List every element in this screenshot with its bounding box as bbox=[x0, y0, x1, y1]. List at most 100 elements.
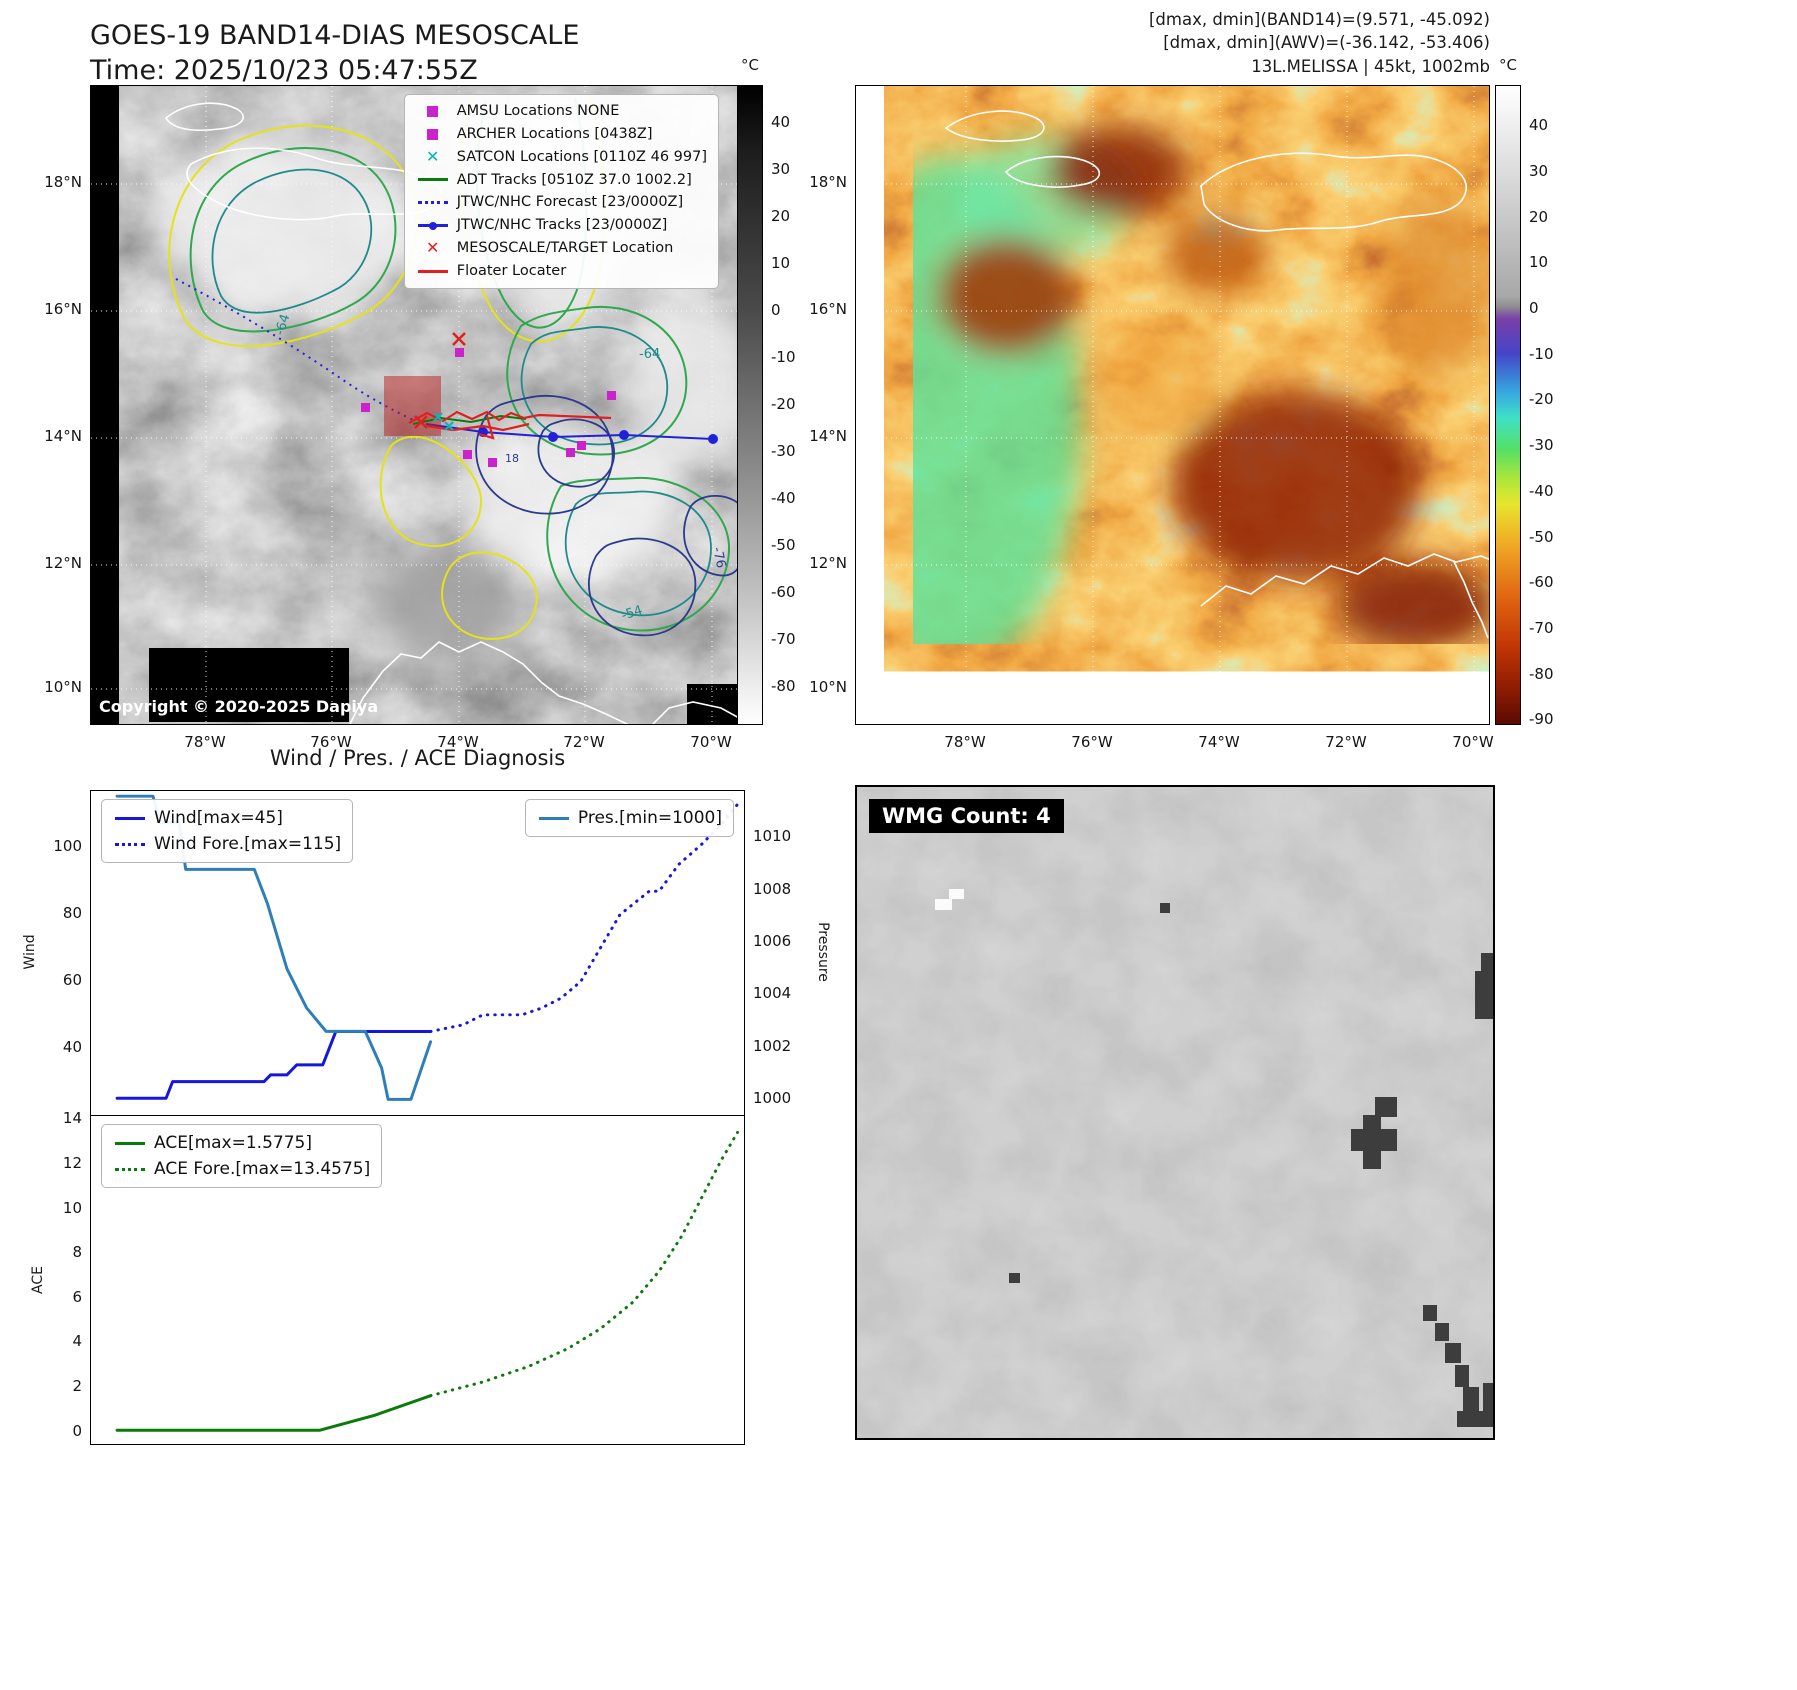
series-line bbox=[429, 1130, 740, 1398]
tick-label: 10 bbox=[62, 1198, 82, 1217]
dotted-marker bbox=[113, 1167, 147, 1171]
tick-label: 8 bbox=[72, 1243, 82, 1262]
timestamp: Time: 2025/10/23 05:47:55Z bbox=[90, 55, 478, 87]
series-line bbox=[115, 1029, 433, 1100]
chart-legend: ACE[max=1.5775] ACE Fore.[max=13.4575] bbox=[101, 1124, 383, 1189]
legend-item: Pres.[min=1000] bbox=[537, 807, 722, 829]
ace-axis-label: ACE bbox=[30, 1266, 46, 1294]
wmg-panel: WMG Count: 4 bbox=[855, 785, 1495, 1440]
tick-label: 1002 bbox=[753, 1036, 792, 1055]
storm-stats-block: [dmax, dmin](BAND14)=(9.571, -45.092) [d… bbox=[1149, 8, 1490, 78]
legend-item: Floater Locater bbox=[416, 262, 707, 281]
legend-item: ACE Fore.[max=13.4575] bbox=[113, 1158, 370, 1180]
tick-label: -80 bbox=[1529, 664, 1554, 683]
awv-map-panel bbox=[855, 85, 1490, 725]
series-line bbox=[115, 1394, 433, 1432]
legend-item: ACE[max=1.5775] bbox=[113, 1132, 370, 1154]
line-marker bbox=[113, 1141, 147, 1145]
tick-label: 0 bbox=[771, 300, 781, 319]
tick-label: 16°N bbox=[44, 300, 82, 318]
tick-label: 70°W bbox=[1452, 733, 1494, 751]
wmg-count-badge: WMG Count: 4 bbox=[869, 799, 1064, 833]
legend-label: Wind Fore.[max=115] bbox=[154, 834, 342, 855]
archer-markers bbox=[361, 348, 616, 467]
square-marker bbox=[416, 128, 450, 140]
dotted-marker bbox=[416, 201, 450, 205]
tick-label: 30 bbox=[771, 159, 791, 178]
cold-pixel-clusters bbox=[1009, 903, 1493, 1427]
legend-item: JTWC/NHC Forecast [23/0000Z] bbox=[416, 193, 707, 212]
line-glyph bbox=[115, 1141, 145, 1145]
tick-label: 12°N bbox=[44, 554, 82, 572]
tick-label: 1008 bbox=[753, 879, 792, 898]
line-dot-marker bbox=[416, 221, 450, 230]
page-title: GOES-19 BAND14-DIAS MESOSCALE bbox=[90, 20, 580, 51]
tick-label: 1000 bbox=[753, 1089, 792, 1108]
contour-label: -64 bbox=[639, 347, 660, 362]
tick-label: -10 bbox=[1529, 344, 1554, 363]
tick-label: -50 bbox=[771, 536, 796, 555]
tick-label: 16°N bbox=[809, 300, 847, 318]
tick-label: 0 bbox=[1529, 299, 1539, 317]
tick-label: -40 bbox=[1529, 481, 1554, 500]
square-marker bbox=[416, 105, 450, 117]
dotted-glyph bbox=[417, 201, 448, 205]
legend-label: Floater Locater bbox=[456, 262, 567, 279]
tick-label: 1004 bbox=[753, 984, 792, 1003]
legend-label: ACE[max=1.5775] bbox=[154, 1133, 312, 1153]
ace-chart: ACE[max=1.5775] ACE Fore.[max=13.4575] bbox=[90, 1115, 745, 1445]
tick-label: 20 bbox=[771, 206, 791, 225]
band14-colorbar-unit: °C bbox=[741, 56, 759, 74]
wmg-visible-image bbox=[857, 787, 1493, 1438]
line-glyph bbox=[115, 816, 145, 820]
legend-item: JTWC/NHC Tracks [23/0000Z] bbox=[416, 216, 707, 235]
legend-item: AMSU Locations NONE bbox=[416, 102, 707, 121]
line-glyph bbox=[417, 269, 448, 273]
wind-axis-label: Wind bbox=[22, 934, 38, 970]
tick-label: -60 bbox=[771, 583, 796, 602]
legend-label: ARCHER Locations [0438Z] bbox=[456, 125, 653, 142]
tick-label: -70 bbox=[1529, 619, 1554, 637]
line-glyph bbox=[538, 816, 569, 820]
chart-legend: Wind[max=45] Wind Fore.[max=115] bbox=[101, 799, 354, 864]
tick-label: 0 bbox=[72, 1421, 82, 1440]
legend-label: JTWC/NHC Forecast [23/0000Z] bbox=[456, 194, 684, 211]
contour-labels: -64 -64 -54 -76 18 bbox=[273, 312, 729, 623]
series-line bbox=[429, 802, 740, 1033]
tick-label: 10°N bbox=[809, 678, 847, 696]
x-glyph: ✕ bbox=[426, 238, 440, 258]
dotted-glyph bbox=[115, 842, 145, 846]
x-glyph: ✕ bbox=[426, 147, 440, 167]
tick-label: 76°W bbox=[1071, 733, 1113, 751]
legend-item: ADT Tracks [0510Z 37.0 1002.2] bbox=[416, 171, 707, 190]
line-glyph bbox=[417, 178, 448, 182]
contour-label: -64 bbox=[273, 312, 294, 337]
contour-label: 18 bbox=[505, 452, 519, 465]
tick-label: -30 bbox=[1529, 436, 1554, 455]
line-marker bbox=[537, 816, 571, 820]
line-marker bbox=[416, 269, 450, 273]
tick-label: 30 bbox=[1529, 161, 1549, 180]
tick-label: 6 bbox=[72, 1287, 82, 1306]
tick-label: 1006 bbox=[753, 932, 792, 951]
legend-label: Pres.[min=1000] bbox=[577, 808, 722, 828]
pressure-axis-label: Pressure bbox=[815, 922, 831, 982]
band14-colorbar bbox=[737, 85, 763, 725]
dotted-glyph bbox=[115, 1167, 145, 1171]
legend-label: AMSU Locations NONE bbox=[456, 103, 620, 119]
x-marker: ✕ bbox=[416, 149, 450, 165]
chart-legend: Pres.[min=1000] bbox=[524, 799, 734, 838]
tick-label: -30 bbox=[771, 442, 796, 461]
tick-label: 72°W bbox=[1325, 733, 1367, 751]
tick-label: 40 bbox=[1529, 116, 1549, 135]
x-marker: ✕ bbox=[416, 240, 450, 256]
contour-label: -54 bbox=[620, 603, 645, 624]
tick-label: -10 bbox=[771, 347, 796, 366]
line-marker bbox=[416, 178, 450, 182]
goes-title-block: GOES-19 BAND14-DIAS MESOSCALE Time: 2025… bbox=[90, 18, 579, 88]
awv-satellite-image bbox=[856, 86, 1489, 724]
band14-map-panel: -64 -64 -54 -76 18 bbox=[90, 85, 740, 725]
legend-item: Wind Fore.[max=115] bbox=[113, 833, 341, 855]
tick-label: 18°N bbox=[44, 173, 82, 191]
